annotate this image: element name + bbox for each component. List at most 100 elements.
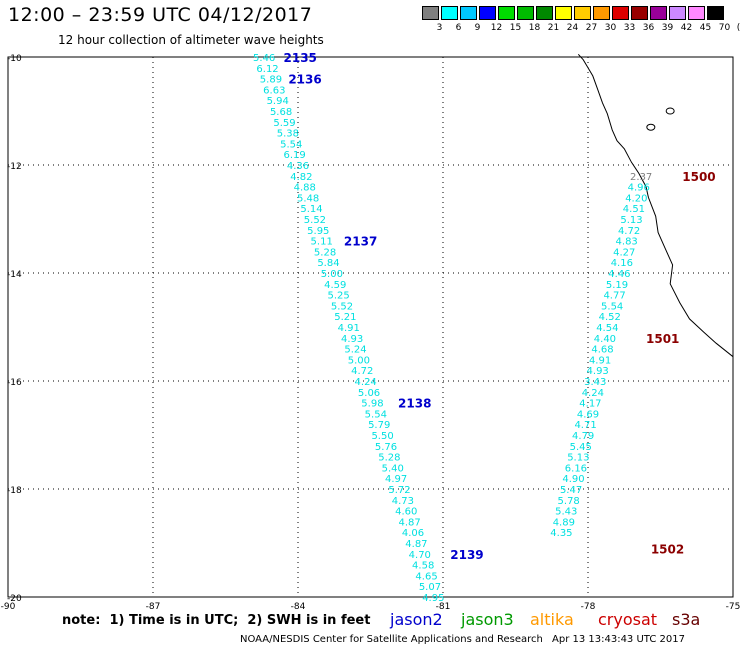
- wave-height-value: 4.71: [574, 420, 596, 431]
- wave-height-value: 4.40: [594, 334, 616, 345]
- x-tick-label: -78: [581, 602, 596, 612]
- footer-credit: NOAA/NESDIS Center for Satellite Applica…: [240, 634, 543, 645]
- wave-height-value: 4.91: [338, 323, 360, 334]
- wave-height-value: 6.16: [565, 463, 587, 474]
- scale-swatch: [574, 6, 591, 20]
- wave-height-value: 5.84: [317, 258, 339, 269]
- scale-swatch: [555, 6, 572, 20]
- wave-height-value: 5.59: [273, 118, 295, 129]
- wave-height-value: 5.38: [277, 129, 299, 140]
- wave-height-value: 4.93: [587, 366, 609, 377]
- wave-height-value: 4.73: [392, 496, 414, 507]
- wave-height-value: 4.87: [405, 539, 427, 550]
- y-tick-label: -18: [7, 486, 22, 496]
- wave-height-value: 4.72: [618, 226, 640, 237]
- wave-height-value: 5.95: [307, 226, 329, 237]
- scale-swatch: [631, 6, 648, 20]
- scale-swatch: [669, 6, 686, 20]
- wave-height-value: 6.63: [263, 85, 285, 96]
- wave-height-value: 4.89: [553, 517, 575, 528]
- scale-label: 33: [623, 23, 636, 33]
- island: [646, 123, 656, 131]
- wave-height-value: 4.95: [422, 593, 444, 604]
- x-tick-label: -90: [1, 602, 16, 612]
- pass-time-label: 2137: [344, 235, 377, 249]
- mission-cryosat: cryosat: [598, 610, 658, 629]
- wave-height-value: 4.52: [599, 312, 621, 323]
- scale-label: 70: [718, 23, 731, 33]
- y-tick-label: -14: [7, 270, 22, 280]
- wave-height-value: 4.70: [409, 550, 431, 561]
- wave-height-value: 4.17: [579, 399, 601, 410]
- wave-height-value: 5.21: [334, 312, 356, 323]
- mission-jason3: jason3: [461, 610, 514, 629]
- wave-height-value: 4.87: [399, 517, 421, 528]
- scale-swatch: [593, 6, 610, 20]
- x-tick-label: -84: [291, 602, 306, 612]
- map-title: 12:00 – 23:59 UTC 04/12/2017: [8, 4, 313, 26]
- scale-label: 9: [474, 23, 481, 33]
- mission-s3a: s3a: [672, 610, 701, 629]
- wave-height-value: 4.97: [385, 474, 407, 485]
- wave-height-value: 4.35: [550, 528, 572, 539]
- wave-height-value: 4.68: [591, 345, 613, 356]
- wave-height-value: 4.27: [613, 247, 635, 258]
- wave-height-value: 4.06: [402, 528, 424, 539]
- wave-height-value: 5.48: [297, 193, 319, 204]
- scale-swatch: [707, 6, 724, 20]
- wave-height-value: 5.72: [388, 485, 410, 496]
- wave-height-value: 5.76: [375, 442, 397, 453]
- wave-height-value: 4.20: [625, 193, 647, 204]
- coastline: [577, 53, 734, 358]
- scale-label: 36: [642, 23, 655, 33]
- mission-jason2: jason2: [390, 610, 443, 629]
- wave-height-value: 5.40: [382, 463, 404, 474]
- wave-height-value: 5.00: [321, 269, 343, 280]
- wave-height-value: 4.83: [616, 237, 638, 248]
- scale-label: 18: [528, 23, 541, 33]
- scale-label: 21: [547, 23, 560, 33]
- scale-swatch: [441, 6, 458, 20]
- wave-height-value: 4.82: [290, 172, 312, 183]
- mission-altika: altika: [530, 610, 574, 629]
- wave-height-value: 5.79: [368, 420, 390, 431]
- x-tick-label: -75: [726, 602, 740, 612]
- wave-height-value: 4.96: [628, 183, 650, 194]
- scale-label: 12: [490, 23, 503, 33]
- wave-height-value: 5.45: [570, 442, 592, 453]
- wave-height-value: 4.59: [324, 280, 346, 291]
- wave-height-value: 4.79: [572, 431, 594, 442]
- wave-height-value: 4.60: [395, 507, 417, 518]
- wave-height-value: 5.28: [378, 453, 400, 464]
- pass-time-label: 2139: [450, 548, 483, 562]
- wave-height-value: 5.94: [267, 96, 289, 107]
- scale-swatch: [517, 6, 534, 20]
- scale-label: 30: [604, 23, 617, 33]
- wave-height-value: 5.13: [567, 453, 589, 464]
- wave-height-value: 5.24: [344, 345, 366, 356]
- scale-label: 39: [661, 23, 674, 33]
- wave-height-value: 5.06: [358, 388, 380, 399]
- y-tick-label: -20: [7, 594, 22, 604]
- wave-height-value: 4.88: [294, 183, 316, 194]
- scale-swatch: [498, 6, 515, 20]
- wave-height-value: 5.52: [304, 215, 326, 226]
- scale-swatch: [650, 6, 667, 20]
- scale-label: (ft): [736, 23, 740, 33]
- wave-height-value: 5.25: [327, 291, 349, 302]
- wave-height-value: 4.24: [355, 377, 377, 388]
- y-tick-label: -12: [7, 162, 22, 172]
- pass-time-label: 1501: [646, 332, 679, 346]
- wave-height-value: 5.28: [314, 247, 336, 258]
- wave-height-value: 5.14: [300, 204, 322, 215]
- wave-height-value: 6.12: [256, 64, 278, 75]
- scale-label: 24: [566, 23, 579, 33]
- pass-time-label: 2138: [398, 397, 431, 411]
- wave-height-value: 5.78: [558, 496, 580, 507]
- scale-label: 45: [699, 23, 712, 33]
- scale-label: 27: [585, 23, 598, 33]
- wave-height-value: 5.50: [371, 431, 393, 442]
- scale-label: 6: [455, 23, 462, 33]
- scale-swatch: [688, 6, 705, 20]
- wave-height-value: 3.43: [584, 377, 606, 388]
